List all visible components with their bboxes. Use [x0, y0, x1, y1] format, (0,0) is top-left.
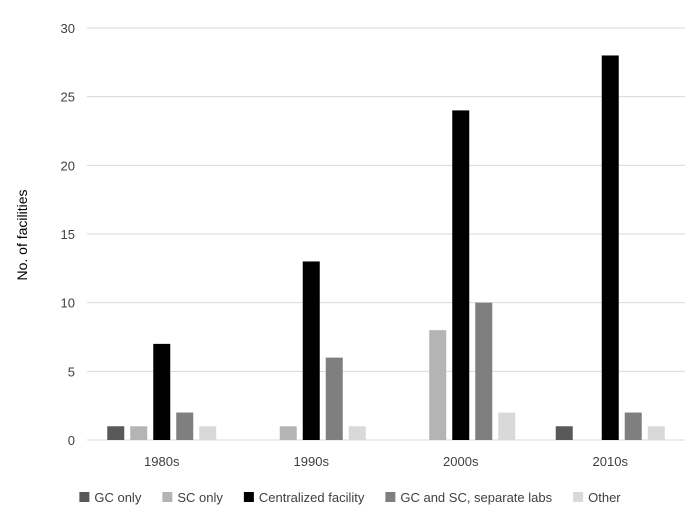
y-tick-label: 0: [68, 433, 75, 448]
gridlines: [87, 27, 685, 441]
bar-gc-only-2010s: [555, 426, 573, 440]
legend: GC only SC only Centralized facility GC and…: [79, 490, 621, 505]
bars: [107, 55, 665, 441]
bar-centralized-facility-2000s: [452, 110, 470, 441]
x-tick-label: 2010s: [593, 454, 629, 469]
x-tick-label: 1990s: [294, 454, 330, 469]
bar-sc-only-1980s: [130, 426, 148, 440]
y-tick-label: 15: [61, 227, 75, 242]
legend-item: Other: [573, 490, 621, 505]
bar-gc-and-sc-separate-labs-2010s: [624, 412, 642, 440]
legend-swatch: [385, 492, 396, 502]
y-tick-label: 30: [61, 21, 75, 36]
legend-swatch: [573, 492, 584, 502]
y-tick-label: 20: [61, 158, 75, 173]
y-axis-title: No. of facilities: [14, 189, 30, 280]
legend-item: SC only: [162, 490, 223, 505]
x-tick-label: 1980s: [144, 454, 180, 469]
legend-item: GC only: [79, 490, 142, 505]
x-tick-label: 2000s: [443, 454, 479, 469]
bar-other-1980s: [199, 426, 217, 440]
y-axis-ticks: 0 5 10 15 20 25 30: [61, 21, 75, 448]
bar-centralized-facility-1980s: [153, 343, 171, 440]
bar-centralized-facility-2010s: [601, 55, 619, 440]
legend-item: Centralized facility: [243, 490, 365, 505]
legend-label: Other: [588, 490, 621, 505]
legend-item: GC and SC, separate labs: [385, 490, 553, 505]
bar-centralized-facility-1990s: [302, 261, 320, 440]
bar-sc-only-1990s: [279, 426, 297, 440]
y-tick-label: 25: [61, 90, 75, 105]
bar-gc-only-1980s: [107, 426, 125, 440]
bar-other-2000s: [498, 412, 516, 440]
bar-other-1990s: [348, 426, 366, 440]
bar-gc-and-sc-separate-labs-2000s: [475, 302, 493, 440]
legend-swatch: [79, 492, 90, 502]
x-axis-ticks: 1980s 1990s 2000s 2010s: [144, 454, 628, 469]
bar-gc-and-sc-separate-labs-1990s: [325, 357, 343, 440]
legend-label: SC only: [177, 490, 223, 505]
bar-other-2010s: [647, 426, 665, 440]
bar-gc-and-sc-separate-labs-1980s: [176, 412, 194, 440]
y-tick-label: 10: [61, 296, 75, 311]
legend-label: GC and SC, separate labs: [400, 490, 552, 505]
legend-swatch: [243, 492, 254, 502]
legend-swatch: [162, 492, 173, 502]
bar-sc-only-2000s: [429, 330, 447, 440]
legend-label: GC only: [94, 490, 141, 505]
legend-label: Centralized facility: [259, 490, 365, 505]
y-tick-label: 5: [68, 364, 75, 379]
